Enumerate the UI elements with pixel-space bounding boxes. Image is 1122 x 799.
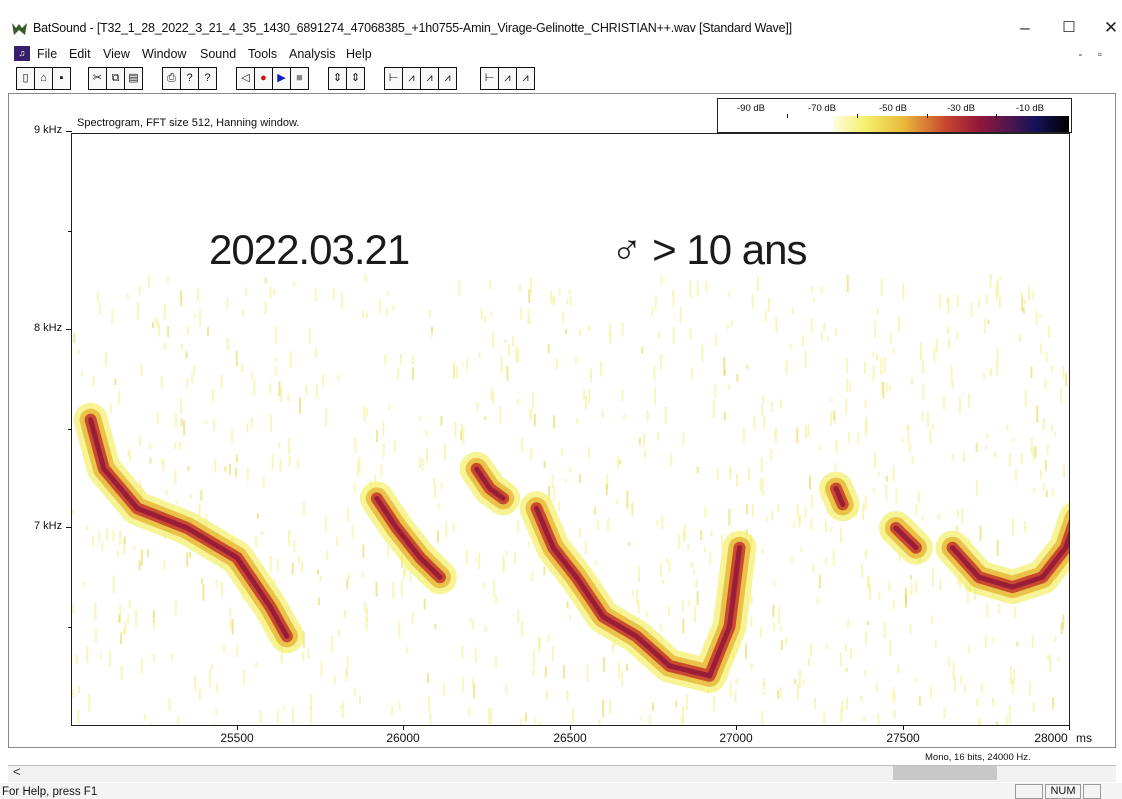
save-icon[interactable]: ▪ [52, 67, 71, 90]
x-tick [403, 726, 404, 730]
document-icon[interactable]: ♫ [14, 46, 30, 61]
colorbar-label: -10 dB [1016, 103, 1044, 114]
stop-icon[interactable]: ■ [290, 67, 309, 90]
menu-edit[interactable]: Edit [69, 47, 91, 61]
y-tick [68, 231, 72, 232]
x-tick [1069, 726, 1070, 730]
record-icon[interactable]: ● [254, 67, 273, 90]
mdi-window-controls[interactable]: - ▫ [1078, 47, 1108, 61]
y-tick [66, 329, 72, 330]
spectrogram-caption: Spectrogram, FFT size 512, Hanning windo… [77, 117, 300, 129]
scroll-left-arrow-icon[interactable]: < [13, 764, 21, 779]
colorbar-tick [857, 114, 858, 118]
spectrogram-trace [359, 481, 457, 595]
help-icon[interactable]: ? [180, 67, 199, 90]
x-tick-label: 27000 [719, 731, 753, 745]
menu-help[interactable]: Help [346, 47, 372, 61]
batsound-logo-icon[interactable] [11, 22, 28, 37]
colorbar-label: -70 dB [808, 103, 836, 114]
menu-sound[interactable]: Sound [200, 47, 237, 61]
signal-view-2-icon[interactable]: ⊢ [480, 67, 499, 90]
status-pane-empty [1015, 784, 1043, 799]
colorbar-tick [996, 114, 997, 118]
colorbar-gradient [833, 116, 1069, 132]
y-tick [68, 429, 72, 430]
x-axis-unit: ms [1076, 731, 1092, 745]
x-tick [736, 726, 737, 730]
context-help-icon[interactable]: ? [198, 67, 217, 90]
y-tick [68, 627, 72, 628]
window-title: BatSound - [T32_1_28_2022_3_21_4_35_1430… [33, 21, 792, 35]
spectrogram-trace [519, 491, 757, 693]
menu-view[interactable]: View [103, 47, 130, 61]
menu-analysis[interactable]: Analysis [289, 47, 336, 61]
y-tick-label: 7 kHz [34, 520, 63, 532]
rewind-icon[interactable]: ◁ [236, 67, 255, 90]
spectrogram-trace [73, 402, 304, 654]
maximize-button[interactable]: ☐ [1062, 19, 1076, 36]
spectrogram-trace [878, 511, 933, 565]
menu-tools[interactable]: Tools [248, 47, 278, 61]
colorbar-label: -50 dB [879, 103, 907, 114]
x-tick-label: 25500 [220, 731, 254, 745]
background-noise [72, 274, 1068, 725]
cut-icon[interactable]: ✂ [88, 67, 107, 90]
y-tick [66, 527, 72, 528]
open-file-icon[interactable]: ⌂ [34, 67, 53, 90]
menu-file[interactable]: File [37, 47, 58, 61]
status-help-text: For Help, press F1 [2, 786, 98, 798]
x-tick-label: 26000 [386, 731, 420, 745]
spectrogram-view-icon[interactable]: ⩘ [420, 67, 439, 90]
spectrum-view-icon[interactable]: ⩘ [402, 67, 421, 90]
x-tick [903, 726, 904, 730]
num-lock-indicator: NUM [1045, 784, 1081, 799]
zoom-out-vertical-icon[interactable]: ⇕ [346, 67, 365, 90]
paste-icon[interactable]: ▤ [124, 67, 143, 90]
title-bar [0, 0, 1122, 42]
y-tick-label: 9 kHz [34, 124, 63, 136]
print-icon[interactable]: ⎙ [162, 67, 181, 90]
spectrum-view-2-icon[interactable]: ⩘ [498, 67, 517, 90]
colorbar-label: -30 dB [947, 103, 975, 114]
menu-window[interactable]: Window [142, 47, 187, 61]
copy-icon[interactable]: ⧉ [106, 67, 125, 90]
status-bar [0, 783, 1122, 799]
close-button[interactable]: ✕ [1103, 18, 1119, 37]
date-annotation: 2022.03.21 [209, 226, 410, 273]
status-pane-empty [1083, 784, 1101, 799]
x-tick-label: 28000 [1034, 731, 1068, 745]
plot-area[interactable] [71, 133, 1070, 726]
spectrum-view-3-icon[interactable]: ⩘ [516, 67, 535, 90]
zoom-in-vertical-icon[interactable]: ⇕ [328, 67, 347, 90]
x-tick [237, 726, 238, 730]
spectrogram-trace [935, 502, 1069, 605]
play-icon[interactable]: ▶ [272, 67, 291, 90]
x-tick-label: 27500 [886, 731, 920, 745]
x-tick [570, 726, 571, 730]
x-tick-label: 26500 [553, 731, 587, 745]
colorbar-label: -90 dB [737, 103, 765, 114]
age-annotation: ♂ > 10 ans [611, 226, 807, 273]
y-tick [66, 131, 72, 132]
power-spectrum-icon[interactable]: ⩘ [438, 67, 457, 90]
signal-view-icon[interactable]: ⊢ [384, 67, 403, 90]
colorbar-tick [787, 114, 788, 118]
minimize-button[interactable]: – [1020, 18, 1030, 37]
new-file-icon[interactable]: ▯ [16, 67, 35, 90]
colorbar-tick [927, 114, 928, 118]
audio-format-info: Mono, 16 bits, 24000 Hz. [925, 752, 1031, 763]
y-tick-label: 8 kHz [34, 322, 63, 334]
spectrogram-canvas[interactable] [72, 134, 1069, 725]
spectrogram-trace [459, 451, 521, 516]
horizontal-scrollbar[interactable] [8, 765, 1116, 782]
scrollbar-thumb[interactable] [893, 766, 997, 780]
spectrogram-trace [819, 471, 860, 522]
